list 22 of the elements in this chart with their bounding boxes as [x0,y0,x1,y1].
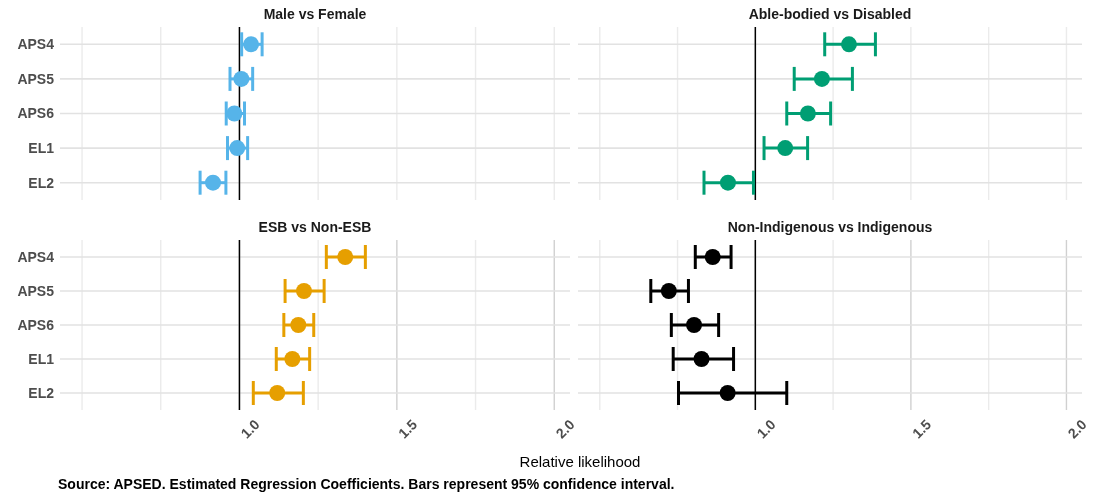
chart-title: Male vs Female [263,6,367,22]
chart-title: Able-bodied vs Disabled [748,6,912,22]
y-tick-label: APS6 [17,105,55,122]
x-axis-title: Relative likelihood [519,453,641,470]
y-tick-label: EL1 [28,350,55,367]
x-tick-label: 1.5 [395,416,421,442]
y-tick-label: APS4 [17,248,55,265]
y-tick-label: EL2 [28,174,55,191]
y-tick-label: APS5 [17,282,55,299]
chart-title: ESB vs Non-ESB [258,219,372,235]
y-tick-label: APS5 [17,70,55,87]
y-tick-label: APS6 [17,316,55,333]
y-tick-label: APS4 [17,36,55,53]
x-tick-label: 2.0 [552,416,578,442]
x-tick-label: 1.5 [909,416,935,442]
x-tick-label: 2.0 [1064,416,1090,442]
y-tick-label: EL2 [28,384,55,401]
y-tick-label: EL1 [28,140,55,157]
x-tick-label: 1.0 [753,416,779,442]
x-tick-label: 1.0 [237,416,263,442]
chart-title: Non-Indigenous vs Indigenous [727,219,933,235]
source-note: Source: APSED. Estimated Regression Coefficients. Bars represent 95% confidence interval. [58,476,675,492]
